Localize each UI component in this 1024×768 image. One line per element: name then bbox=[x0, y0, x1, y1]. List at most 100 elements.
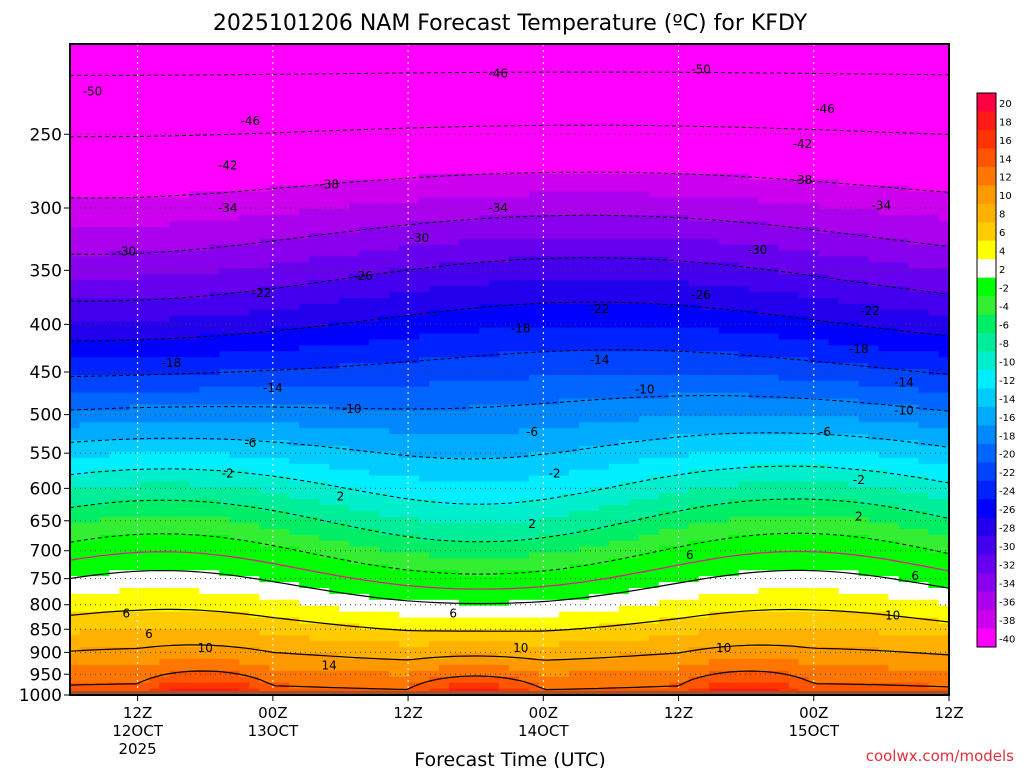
temperature-cell bbox=[249, 363, 261, 370]
temperature-cell bbox=[79, 315, 91, 323]
temperature-cell bbox=[159, 315, 171, 323]
temperature-cell bbox=[439, 321, 451, 329]
temperature-cell bbox=[249, 670, 261, 678]
temperature-cell bbox=[259, 653, 271, 660]
temperature-cell bbox=[299, 676, 311, 684]
temperature-cell bbox=[389, 416, 401, 424]
temperature-cell bbox=[169, 653, 181, 660]
temperature-cell bbox=[518, 274, 530, 282]
temperature-cell bbox=[329, 61, 341, 69]
temperature-cell bbox=[249, 84, 261, 92]
temperature-cell bbox=[229, 374, 241, 382]
temperature-cell bbox=[269, 505, 281, 513]
temperature-cell bbox=[439, 540, 451, 548]
temperature-cell bbox=[179, 599, 191, 607]
temperature-cell bbox=[319, 49, 331, 57]
temperature-cell bbox=[269, 215, 281, 223]
temperature-cell bbox=[429, 144, 441, 152]
temperature-cell bbox=[129, 528, 141, 536]
temperature-cell bbox=[469, 629, 481, 637]
temperature-cell bbox=[518, 280, 530, 288]
temperature-cell bbox=[289, 658, 301, 666]
temperature-cell bbox=[399, 392, 411, 400]
temperature-cell bbox=[359, 73, 371, 81]
temperature-cell bbox=[399, 126, 411, 134]
temperature-cell bbox=[479, 339, 491, 347]
temperature-cell bbox=[369, 79, 381, 86]
temperature-cell bbox=[469, 363, 481, 370]
temperature-cell bbox=[419, 84, 431, 92]
temperature-cell bbox=[259, 570, 271, 578]
temperature-cell bbox=[229, 582, 241, 589]
temperature-cell bbox=[369, 339, 381, 347]
temperature-cell bbox=[389, 144, 401, 152]
temperature-cell bbox=[129, 315, 141, 323]
temperature-cell bbox=[489, 256, 501, 264]
temperature-cell bbox=[89, 599, 101, 607]
temperature-cell bbox=[79, 587, 91, 595]
temperature-cell bbox=[299, 516, 311, 524]
temperature-cell bbox=[369, 629, 381, 637]
temperature-cell bbox=[109, 599, 121, 607]
temperature-cell bbox=[179, 570, 191, 578]
temperature-cell bbox=[349, 203, 361, 211]
temperature-cell bbox=[389, 226, 401, 234]
temperature-cell bbox=[79, 445, 91, 453]
temperature-cell bbox=[219, 96, 231, 104]
temperature-cell bbox=[99, 617, 111, 625]
temperature-cell bbox=[439, 351, 451, 359]
temperature-cell bbox=[119, 84, 131, 92]
temperature-cell bbox=[219, 416, 231, 424]
temperature-cell bbox=[518, 297, 530, 305]
temperature-cell bbox=[509, 55, 520, 63]
temperature-cell bbox=[449, 161, 461, 169]
temperature-cell bbox=[279, 516, 291, 524]
temperature-cell bbox=[99, 516, 111, 524]
temperature-cell bbox=[259, 469, 271, 477]
temperature-cell bbox=[229, 150, 241, 157]
temperature-cell bbox=[259, 44, 271, 51]
temperature-cell bbox=[89, 386, 101, 394]
temperature-cell bbox=[199, 67, 211, 75]
temperature-cell bbox=[209, 150, 221, 157]
temperature-cell bbox=[319, 280, 331, 288]
temperature-cell bbox=[189, 505, 201, 513]
temperature-cell bbox=[89, 440, 101, 447]
temperature-cell bbox=[279, 150, 291, 157]
temperature-cell bbox=[309, 653, 321, 660]
temperature-cell bbox=[79, 410, 91, 418]
temperature-cell bbox=[249, 552, 261, 560]
temperature-cell bbox=[509, 357, 520, 365]
temperature-cell bbox=[509, 593, 520, 601]
temperature-cell bbox=[239, 363, 251, 370]
temperature-cell bbox=[289, 505, 301, 513]
temperature-cell bbox=[259, 274, 271, 282]
temperature-cell bbox=[229, 185, 241, 193]
temperature-cell bbox=[299, 369, 311, 376]
temperature-cell bbox=[219, 641, 231, 649]
temperature-cell bbox=[359, 611, 371, 619]
temperature-cell bbox=[359, 664, 371, 672]
temperature-cell bbox=[299, 292, 311, 299]
temperature-cell bbox=[70, 185, 81, 193]
temperature-cell bbox=[70, 546, 81, 554]
temperature-cell bbox=[179, 150, 191, 157]
temperature-cell bbox=[189, 226, 201, 234]
temperature-cell bbox=[479, 682, 491, 690]
temperature-cell bbox=[449, 315, 461, 323]
temperature-cell bbox=[439, 392, 451, 400]
temperature-cell bbox=[149, 262, 161, 270]
temperature-cell bbox=[259, 434, 271, 442]
temperature-cell bbox=[349, 67, 361, 75]
temperature-cell bbox=[209, 676, 221, 684]
temperature-cell bbox=[449, 90, 461, 98]
temperature-cell bbox=[279, 587, 291, 595]
temperature-cell bbox=[159, 179, 171, 187]
temperature-cell bbox=[109, 552, 121, 560]
temperature-cell bbox=[189, 481, 201, 489]
temperature-cell bbox=[449, 351, 461, 359]
temperature-cell bbox=[439, 238, 451, 246]
temperature-cell bbox=[409, 185, 421, 193]
temperature-cell bbox=[359, 55, 371, 63]
temperature-cell bbox=[70, 576, 81, 584]
